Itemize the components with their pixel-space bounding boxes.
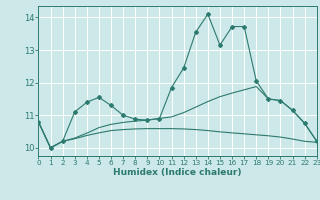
X-axis label: Humidex (Indice chaleur): Humidex (Indice chaleur) (113, 168, 242, 177)
